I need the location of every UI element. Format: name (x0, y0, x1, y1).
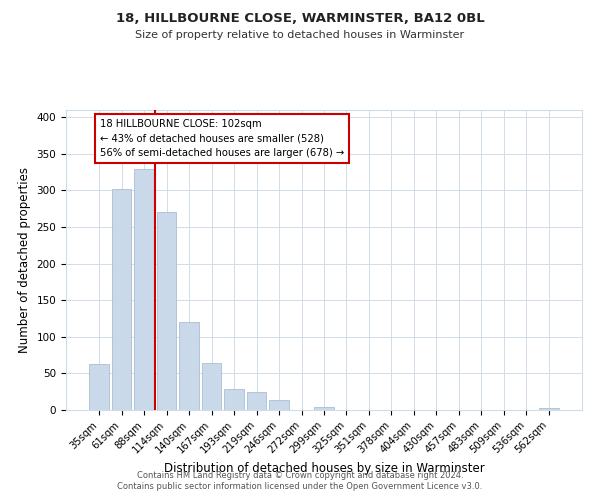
Bar (89, 364, 109, 410)
Bar (314, 407, 334, 410)
Bar (539, 408, 559, 410)
Text: 18, HILLBOURNE CLOSE, WARMINSTER, BA12 0BL: 18, HILLBOURNE CLOSE, WARMINSTER, BA12 0… (116, 12, 484, 26)
Bar (157, 212, 176, 410)
Text: Size of property relative to detached houses in Warminster: Size of property relative to detached ho… (136, 30, 464, 40)
Bar (112, 189, 131, 410)
Text: 18 HILLBOURNE CLOSE: 102sqm
← 43% of detached houses are smaller (528)
56% of se: 18 HILLBOURNE CLOSE: 102sqm ← 43% of det… (100, 119, 344, 158)
Bar (202, 363, 221, 410)
Text: Contains HM Land Registry data © Crown copyright and database right 2024.: Contains HM Land Registry data © Crown c… (137, 471, 463, 480)
Y-axis label: Number of detached properties: Number of detached properties (18, 167, 31, 353)
Bar (134, 168, 154, 410)
Bar (224, 389, 244, 410)
Bar (269, 400, 289, 410)
Bar (179, 322, 199, 410)
Bar (247, 392, 266, 410)
X-axis label: Distribution of detached houses by size in Warminster: Distribution of detached houses by size … (164, 462, 484, 475)
Text: Contains public sector information licensed under the Open Government Licence v3: Contains public sector information licen… (118, 482, 482, 491)
